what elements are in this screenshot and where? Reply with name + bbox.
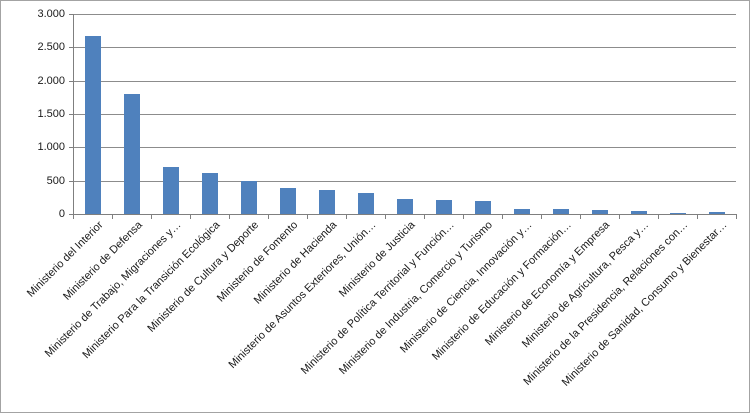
x-axis-category-label: Ministerio de Justicia: [336, 219, 418, 300]
x-axis-line: [73, 214, 737, 215]
y-axis-tick: [69, 81, 73, 82]
bar-15: [670, 213, 686, 214]
x-axis-tick: [73, 215, 74, 219]
bar-13: [592, 210, 608, 214]
x-axis-tick: [424, 215, 425, 219]
x-axis-tick: [619, 215, 620, 219]
x-axis-tick: [385, 215, 386, 219]
gridline: [73, 47, 736, 48]
bar-9: [436, 200, 452, 214]
y-axis-tick: [69, 181, 73, 182]
x-axis-category-label: Ministerio de Educación y Formación…: [429, 219, 574, 363]
x-axis-tick: [151, 215, 152, 219]
bar-7: [358, 193, 374, 214]
bar-0: [85, 36, 101, 214]
bar-14: [631, 211, 647, 214]
x-axis-tick: [229, 215, 230, 219]
x-axis-tick: [307, 215, 308, 219]
bar-1: [124, 94, 140, 214]
x-axis-category-label: Ministerio Para la Transición Ecológica: [80, 219, 223, 362]
bar-3: [202, 173, 218, 214]
x-axis-tick: [190, 215, 191, 219]
y-axis-tick-label: 1.000: [37, 141, 65, 153]
y-axis-tick: [69, 147, 73, 148]
gridline: [73, 14, 736, 15]
gridline: [73, 181, 736, 182]
y-axis-tick: [69, 47, 73, 48]
y-axis-tick-label: 2.500: [37, 41, 65, 53]
y-axis-tick: [69, 14, 73, 15]
x-axis-category-label: Ministerio del Interior: [24, 219, 106, 300]
bar-16: [709, 212, 725, 214]
bar-2: [163, 167, 179, 214]
x-axis-tick: [658, 215, 659, 219]
gridline: [73, 147, 736, 148]
x-axis-tick: [736, 215, 737, 219]
gridline: [73, 81, 736, 82]
x-axis-category-label: Ministerio de Trabajo, Migraciones y…: [42, 219, 184, 360]
bar-5: [280, 188, 296, 214]
y-axis-tick: [69, 214, 73, 215]
bar-8: [397, 199, 413, 214]
bar-12: [553, 209, 569, 214]
y-axis-tick-label: 500: [46, 175, 65, 187]
bar-4: [241, 181, 257, 214]
x-axis-tick: [112, 215, 113, 219]
y-axis-tick-label: 3.000: [37, 8, 65, 20]
bar-10: [475, 201, 491, 214]
x-axis-tick: [268, 215, 269, 219]
y-axis-tick-label: 2.000: [37, 75, 65, 87]
y-axis-tick-label: 1.500: [37, 108, 65, 120]
x-axis-tick: [580, 215, 581, 219]
y-axis-line: [73, 14, 74, 214]
x-axis-tick: [697, 215, 698, 219]
x-axis-tick: [502, 215, 503, 219]
y-axis-tick-label: 0: [58, 208, 65, 220]
bar-11: [514, 209, 530, 214]
x-axis-tick: [346, 215, 347, 219]
x-axis-tick: [463, 215, 464, 219]
bar-6: [319, 190, 335, 214]
y-axis-tick: [69, 114, 73, 115]
x-axis-tick: [541, 215, 542, 219]
gridline: [73, 114, 736, 115]
